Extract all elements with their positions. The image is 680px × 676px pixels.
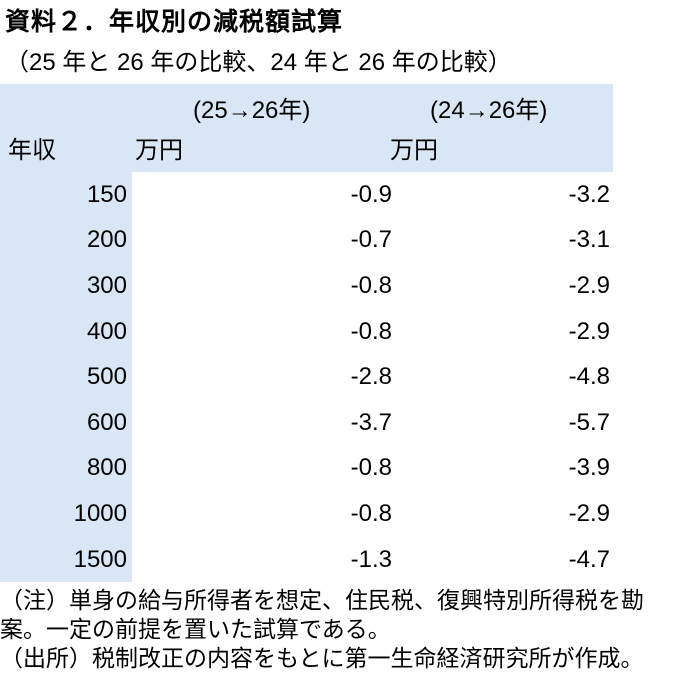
income-cell: 400 <box>0 308 132 355</box>
diff-25-26-cell: -0.8 <box>350 271 392 299</box>
table-row: 500 -2.8 -4.8 <box>0 354 680 400</box>
tax-reduction-table: (25→26年) (24→26年) 年収 万円 万円 150 -0.9 -3.2… <box>0 84 680 583</box>
footnotes: （注）単身の給与所得者を想定、住民税、復興特別所得税を勘 案。一定の前提を置いた… <box>0 586 680 673</box>
column-header-unit-2: 万円 <box>390 137 438 164</box>
note-line-1: （注）単身の給与所得者を想定、住民税、復興特別所得税を勘 <box>0 588 644 614</box>
diff-25-26-cell: -2.8 <box>350 363 392 391</box>
diff-25-26-cell: -0.8 <box>350 317 392 345</box>
column-header-period-24-26: (24→26年) <box>430 97 548 124</box>
source-line: （出所）税制改正の内容をもとに第一生命経済研究所が作成。 <box>0 646 644 672</box>
page-title: 資料２．年収別の減税額試算 <box>5 8 344 36</box>
diff-24-26-cell: -4.7 <box>568 545 610 573</box>
column-header-period-25-26: (25→26年) <box>193 97 311 124</box>
table-row: 300 -0.8 -2.9 <box>0 263 680 309</box>
diff-24-26-cell: -3.9 <box>568 454 610 482</box>
column-header-income: 年収 <box>8 137 56 164</box>
table-body: 150 -0.9 -3.2 200 -0.7 -3.1 300 -0.8 -2.… <box>0 172 680 583</box>
table-row: 150 -0.9 -3.2 <box>0 172 680 218</box>
table-row: 1500 -1.3 -4.7 <box>0 536 680 583</box>
diff-24-26-cell: -4.8 <box>568 363 610 391</box>
table-row: 1000 -0.8 -2.9 <box>0 491 680 537</box>
income-cell: 1500 <box>0 536 132 583</box>
diff-25-26-cell: -0.8 <box>350 499 392 527</box>
income-cell: 500 <box>0 354 132 400</box>
column-header-unit-1: 万円 <box>135 137 183 164</box>
table-row: 800 -0.8 -3.9 <box>0 445 680 492</box>
table-row: 400 -0.8 -2.9 <box>0 308 680 355</box>
income-cell: 600 <box>0 399 132 446</box>
diff-25-26-cell: -0.8 <box>350 454 392 482</box>
income-cell: 800 <box>0 445 132 492</box>
diff-24-26-cell: -3.1 <box>568 226 610 254</box>
income-cell: 200 <box>0 217 132 264</box>
table-header: (25→26年) (24→26年) 年収 万円 万円 <box>0 84 613 172</box>
page-subtitle: （25 年と 26 年の比較、24 年と 26 年の比較） <box>5 49 512 76</box>
table-row: 600 -3.7 -5.7 <box>0 399 680 446</box>
diff-25-26-cell: -0.7 <box>350 226 392 254</box>
diff-24-26-cell: -5.7 <box>568 408 610 436</box>
income-cell: 300 <box>0 263 132 309</box>
table-row: 200 -0.7 -3.1 <box>0 217 680 264</box>
diff-24-26-cell: -3.2 <box>568 180 610 208</box>
note-line-2: 案。一定の前提を置いた試算である。 <box>0 617 391 643</box>
income-cell: 1000 <box>0 491 132 537</box>
income-cell: 150 <box>0 172 132 218</box>
diff-25-26-cell: -1.3 <box>350 545 392 573</box>
diff-24-26-cell: -2.9 <box>568 499 610 527</box>
diff-24-26-cell: -2.9 <box>568 317 610 345</box>
diff-25-26-cell: -0.9 <box>350 180 392 208</box>
diff-25-26-cell: -3.7 <box>350 408 392 436</box>
diff-24-26-cell: -2.9 <box>568 271 610 299</box>
